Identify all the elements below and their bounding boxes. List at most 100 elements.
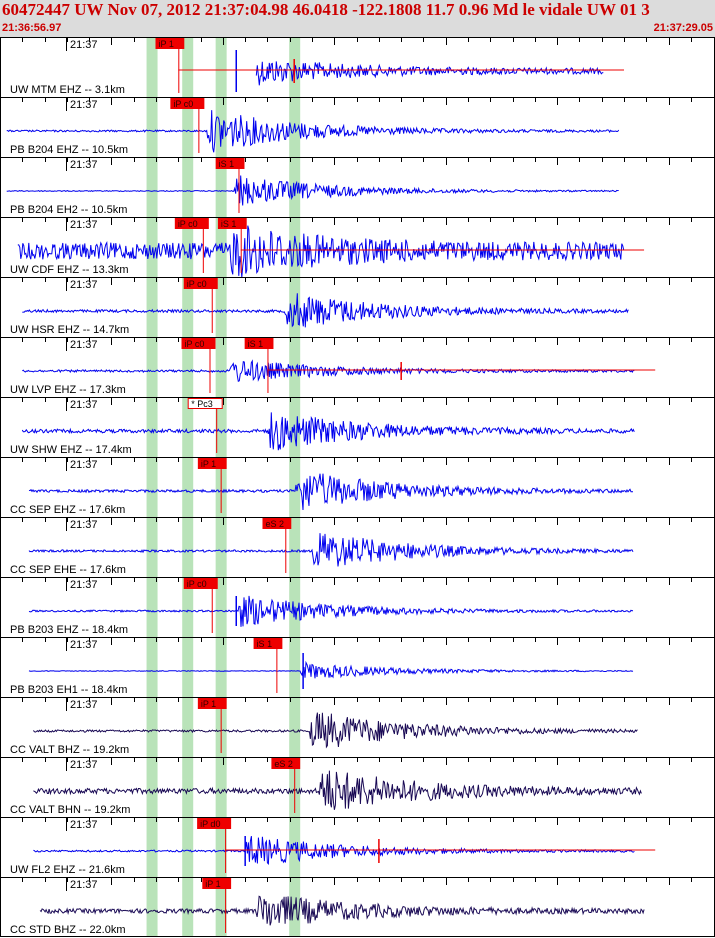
phase-pick[interactable]: iP 1 xyxy=(155,38,185,93)
trace-panel[interactable]: 21:37 PB B203 EHZ -- 18.4km iP c0 xyxy=(0,577,715,637)
pick-label: iP c0 xyxy=(187,279,207,289)
trace-station-label: UW CDF EHZ -- 13.3km xyxy=(10,264,129,276)
waveform xyxy=(28,660,634,679)
seismogram-plot[interactable]: 21:37 UW MTM EHZ -- 3.1km iP 1 21:37 PB B204… xyxy=(0,37,715,938)
trace-station-label: CC VALT BHN -- 19.2km xyxy=(10,804,130,816)
event-title: 60472447 UW Nov 07, 2012 21:37:04.98 46.… xyxy=(2,0,650,19)
phase-pick[interactable]: eS 2 xyxy=(271,758,301,813)
pick-flag[interactable] xyxy=(183,578,218,589)
trace-panel[interactable]: 21:37 UW MTM EHZ -- 3.1km iP 1 xyxy=(0,37,715,97)
pick-label: iP c0 xyxy=(185,339,205,349)
selection-band[interactable] xyxy=(182,37,194,937)
trace-time-label: 21:37 xyxy=(70,159,98,171)
pick-flag[interactable] xyxy=(262,518,292,529)
phase-pick[interactable]: iP c0 xyxy=(170,98,205,153)
trace-panel[interactable]: 21:37 UW FL2 EHZ -- 21.6km iP d0 xyxy=(0,817,715,877)
trace-time-label: 21:37 xyxy=(70,819,98,831)
pick-flag[interactable] xyxy=(174,218,209,229)
trace-station-label: PB B204 EH2 -- 10.5km xyxy=(10,204,127,216)
trace-time-label: 21:37 xyxy=(70,759,98,771)
trace-station-label: UW SHW EHZ -- 17.4km xyxy=(10,444,132,456)
phase-pick[interactable]: iS 1 xyxy=(253,638,283,693)
trace-station-label: CC SEP EHZ -- 17.6km xyxy=(10,504,125,516)
waveform xyxy=(6,175,619,206)
trace-station-label: PB B204 EHZ -- 10.5km xyxy=(10,144,128,156)
trace-panel[interactable]: 21:37 CC VALT BHZ -- 19.2km iP 1 xyxy=(0,697,715,757)
phase-pick[interactable]: iP c0 xyxy=(174,218,209,273)
trace-panel[interactable]: 21:37 UW CDF EHZ -- 13.3km iP c0 iS 1 xyxy=(0,217,715,278)
pick-flag[interactable] xyxy=(197,698,227,709)
pick-flag[interactable] xyxy=(197,458,227,469)
waveform xyxy=(33,712,638,749)
trace-station-label: CC SEP EHE -- 17.6km xyxy=(10,564,126,576)
pick-flag[interactable] xyxy=(155,38,185,49)
pick-label: iP d0 xyxy=(200,819,220,829)
phase-pick[interactable]: iS 1 xyxy=(217,218,247,273)
phase-pick[interactable]: iP c0 xyxy=(183,578,218,633)
pick-flag[interactable] xyxy=(202,878,232,889)
trace-panel[interactable]: 21:37 CC SEP EHZ -- 17.6km iP 1 xyxy=(0,457,715,517)
pick-label: eS 2 xyxy=(265,519,284,529)
window-start-time: 21:36:56.97 xyxy=(2,22,62,34)
trace-station-label: UW MTM EHZ -- 3.1km xyxy=(10,84,125,96)
phase-pick[interactable]: iP c0 xyxy=(183,278,218,333)
trace-station-label: UW FL2 EHZ -- 21.6km xyxy=(10,864,125,876)
trace-time-label: 21:37 xyxy=(70,279,98,291)
trace-panel[interactable]: 21:37 CC STD BHZ -- 22.0km iP 1 xyxy=(0,877,715,937)
trace-time-label: 21:37 xyxy=(70,219,98,231)
trace-panel[interactable]: 21:37 CC VALT BHN -- 19.2km eS 2 xyxy=(0,757,715,817)
event-header: 60472447 UW Nov 07, 2012 21:37:04.98 46.… xyxy=(0,0,715,37)
selection-bands xyxy=(146,37,301,937)
pick-flag[interactable] xyxy=(244,338,274,349)
trace-panel[interactable]: 21:37 PB B204 EH2 -- 10.5km iS 1 xyxy=(0,157,715,217)
waveform xyxy=(28,595,634,627)
trace-time-label: 21:37 xyxy=(70,639,98,651)
phase-pick[interactable]: iP 1 xyxy=(197,698,227,753)
trace-panel[interactable]: 21:37 PB B203 EH1 -- 18.4km iS 1 xyxy=(0,637,715,697)
phase-pick[interactable]: iS 1 xyxy=(215,158,245,213)
phase-pick[interactable]: * Pc3 xyxy=(187,398,223,454)
pick-flag[interactable] xyxy=(253,638,283,649)
trace-time-label: 21:37 xyxy=(70,339,98,351)
pick-label: iP c0 xyxy=(187,579,207,589)
pick-flag[interactable] xyxy=(217,218,247,229)
window-end-time: 21:37:29.05 xyxy=(653,22,713,34)
trace-panel[interactable]: 21:37 PB B204 EHZ -- 10.5km iP c0 xyxy=(0,97,715,157)
trace-station-label: PB B203 EH1 -- 18.4km xyxy=(10,684,127,696)
selection-band[interactable] xyxy=(289,37,301,937)
phase-pick[interactable]: iP c0 xyxy=(181,338,216,393)
pick-flag[interactable] xyxy=(181,338,216,349)
selection-band[interactable] xyxy=(146,37,158,937)
trace-time-label: 21:37 xyxy=(70,699,98,711)
phase-pick[interactable]: iP d0 xyxy=(197,818,232,873)
waveform xyxy=(33,770,642,810)
pick-flag[interactable] xyxy=(187,398,223,409)
trace-panel[interactable]: 21:37 UW SHW EHZ -- 17.4km * Pc3 xyxy=(0,397,715,457)
trace-station-label: CC VALT BHZ -- 19.2km xyxy=(10,744,129,756)
trace-time-label: 21:37 xyxy=(70,519,98,531)
pick-label: * Pc3 xyxy=(191,399,213,409)
trace-panel[interactable]: 21:37 UW LVP EHZ -- 17.3km iP c0 iS 1 xyxy=(0,337,715,397)
trace-time-label: 21:37 xyxy=(70,99,98,111)
pick-flag[interactable] xyxy=(271,758,301,769)
trace-time-label: 21:37 xyxy=(70,879,98,891)
trace-station-label: UW LVP EHZ -- 17.3km xyxy=(10,384,126,396)
phase-pick[interactable]: eS 2 xyxy=(262,518,292,573)
waveform xyxy=(22,293,629,328)
phase-pick[interactable]: iP 1 xyxy=(197,458,227,513)
pick-flag[interactable] xyxy=(170,98,205,109)
trace-panel[interactable]: 21:37 UW HSR EHZ -- 14.7km iP c0 xyxy=(0,277,715,337)
trace-station-label: UW HSR EHZ -- 14.7km xyxy=(10,324,129,336)
waveform xyxy=(6,110,620,153)
pick-label: iP 1 xyxy=(159,39,174,49)
pick-flag[interactable] xyxy=(197,818,232,829)
phase-pick[interactable]: iS 1 xyxy=(244,338,274,393)
waveform xyxy=(22,359,635,383)
trace-panel[interactable]: 21:37 CC SEP EHE -- 17.6km eS 2 xyxy=(0,517,715,577)
phase-pick[interactable]: iP 1 xyxy=(202,878,232,933)
trace-time-label: 21:37 xyxy=(70,399,98,411)
pick-flag[interactable] xyxy=(183,278,218,289)
pick-flag[interactable] xyxy=(215,158,245,169)
trace-station-label: PB B203 EHZ -- 18.4km xyxy=(10,624,128,636)
pick-label: iP c0 xyxy=(173,99,193,109)
